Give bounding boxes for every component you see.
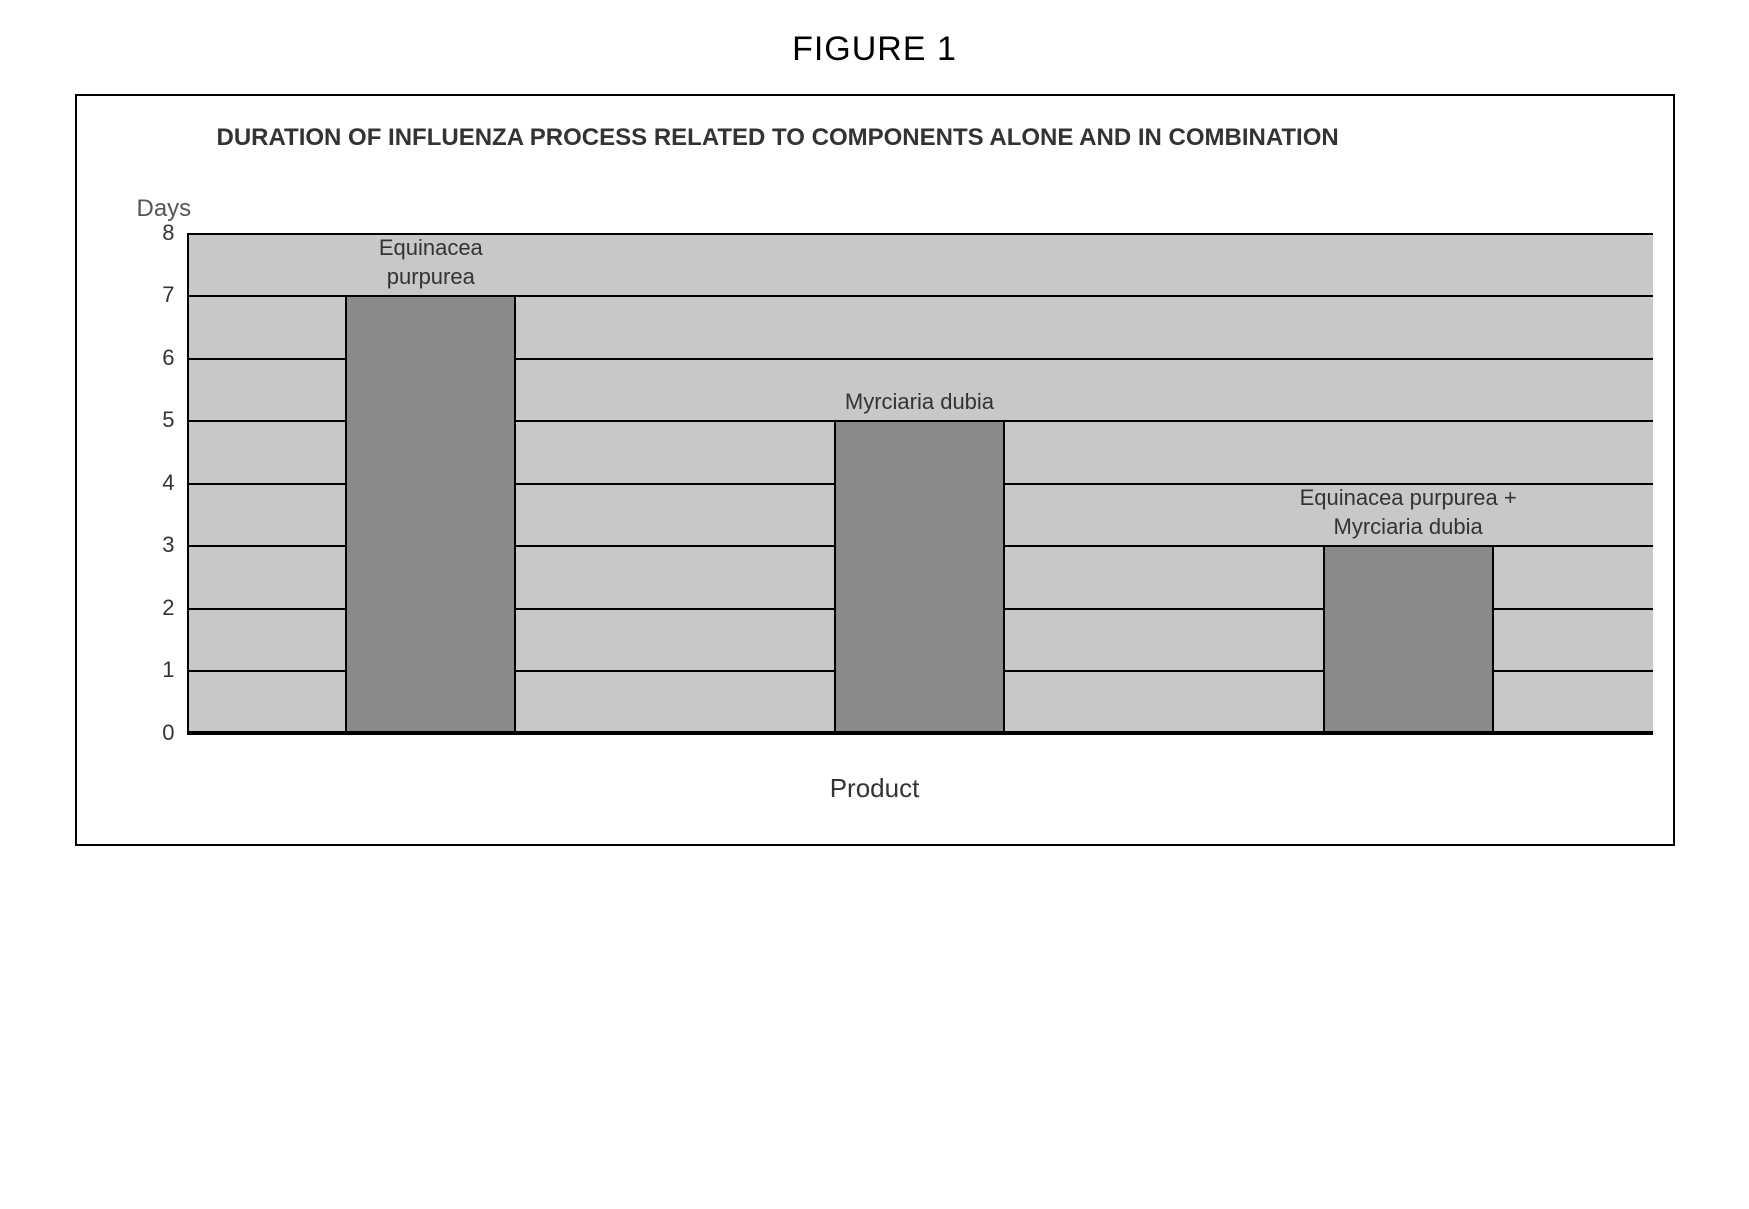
bar — [1323, 545, 1494, 733]
figure-wrapper: FIGURE 1 DURATION OF INFLUENZA PROCESS R… — [75, 30, 1675, 846]
grid-line — [187, 733, 1653, 735]
bar-group: Equinaceapurpurea — [187, 295, 676, 733]
chart-title: DURATION OF INFLUENZA PROCESS RELATED TO… — [217, 121, 1583, 155]
figure-title: FIGURE 1 — [75, 30, 1675, 69]
chart-content: 876543210 EquinaceapurpureaMyrciaria dub… — [97, 233, 1653, 733]
y-axis-label: Days — [137, 195, 1653, 223]
x-axis-label: Product — [97, 773, 1653, 804]
bar — [834, 420, 1005, 733]
bar-group: Myrciaria dubia — [675, 420, 1164, 733]
bar-label: Myrciaria dubia — [845, 388, 994, 417]
plot-area: EquinaceapurpureaMyrciaria dubiaEquinace… — [187, 233, 1653, 733]
y-axis-ticks: 876543210 — [97, 233, 187, 733]
bars-layer: EquinaceapurpureaMyrciaria dubiaEquinace… — [187, 233, 1653, 733]
bar-label: Equinacea purpurea +Myrciaria dubia — [1300, 484, 1517, 541]
bar-label: Equinaceapurpurea — [379, 234, 483, 291]
chart-container: DURATION OF INFLUENZA PROCESS RELATED TO… — [75, 94, 1675, 846]
bar-group: Equinacea purpurea +Myrciaria dubia — [1164, 545, 1653, 733]
bar — [345, 295, 516, 733]
